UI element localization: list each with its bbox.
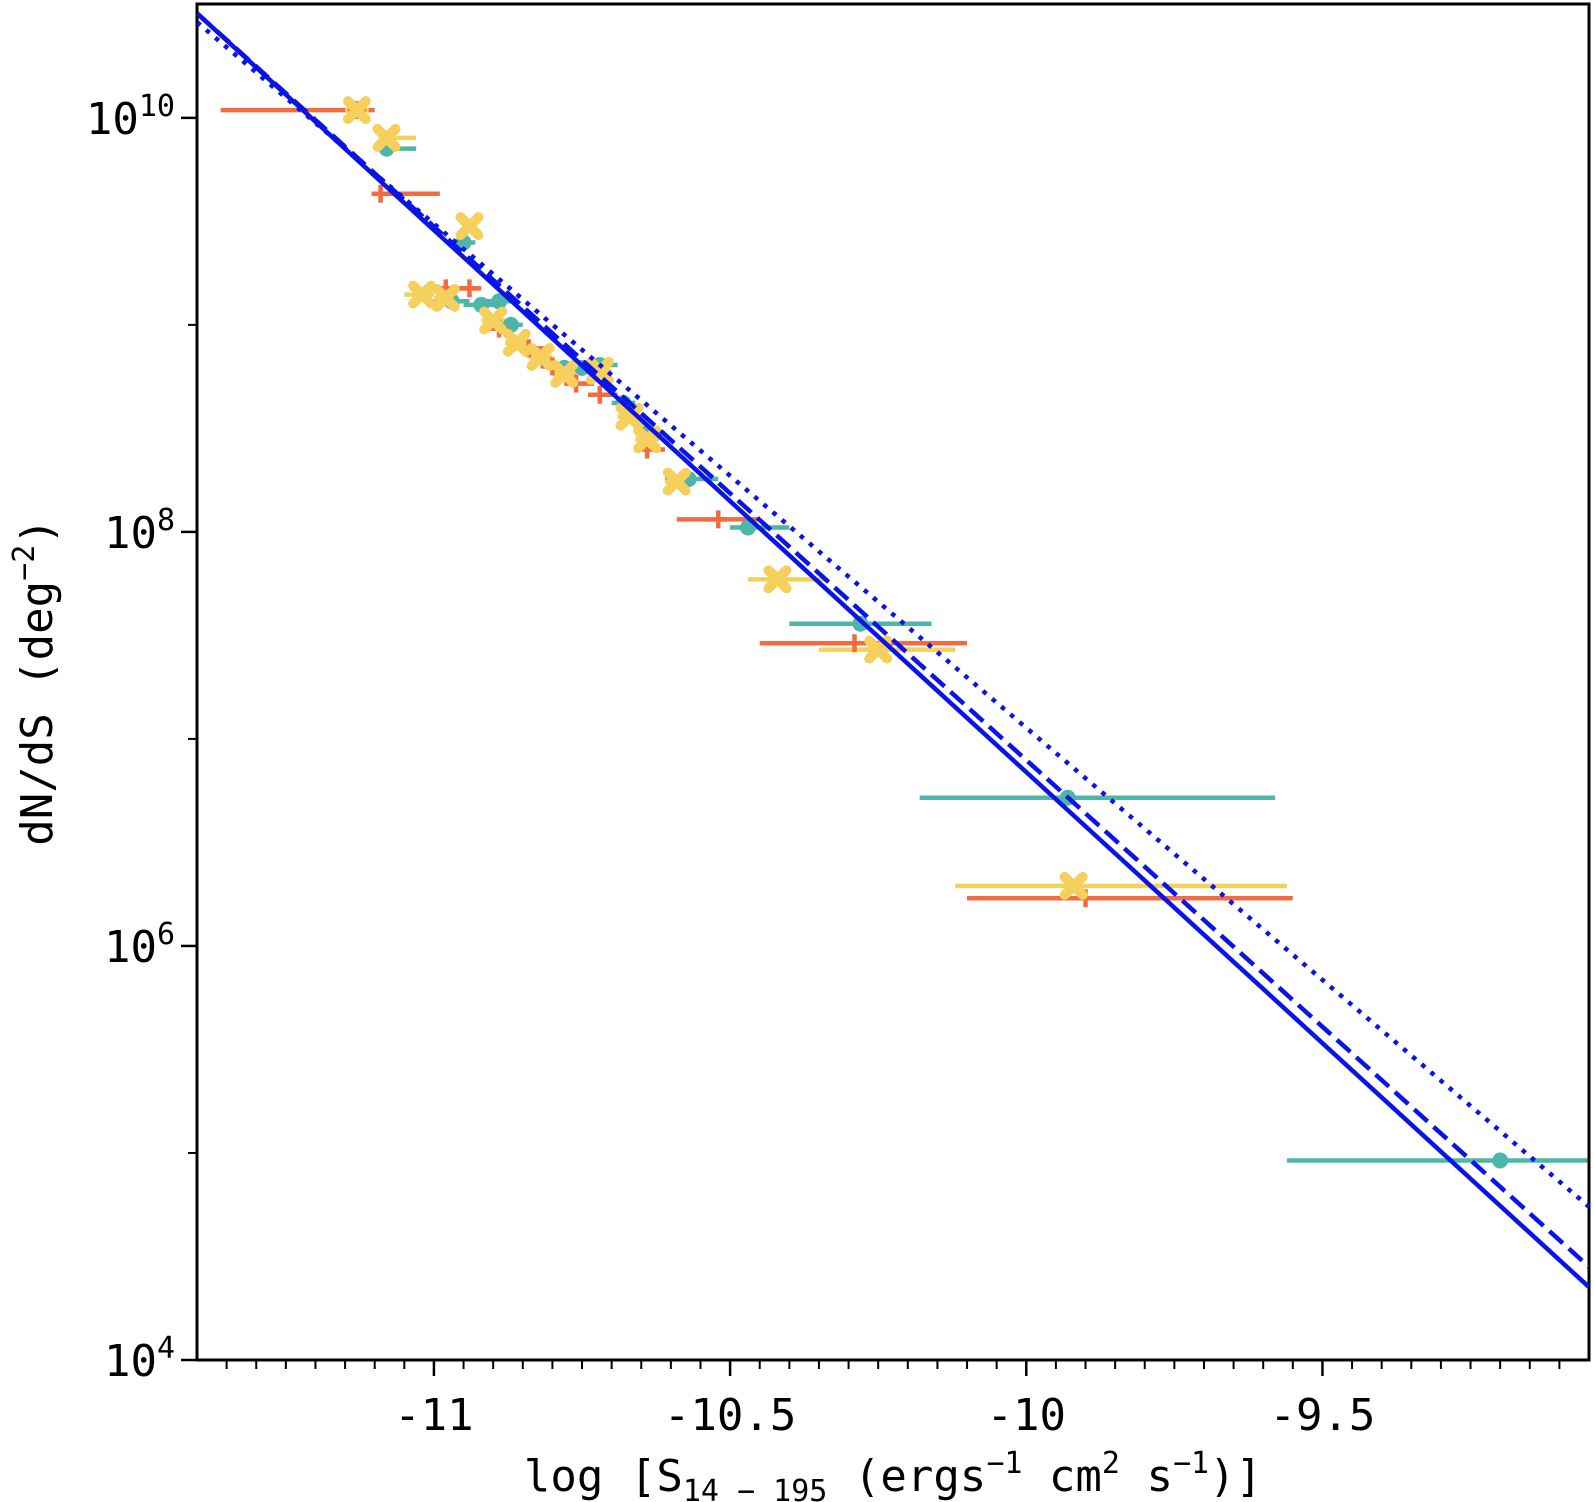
x-tick-label: -9.5 bbox=[1269, 1390, 1375, 1441]
data-point-s1-p10 bbox=[709, 510, 728, 529]
data-point-s2-p5 bbox=[479, 306, 508, 335]
y-tick-label-base: 10 bbox=[86, 94, 139, 145]
data-point-s2-p7 bbox=[526, 342, 555, 371]
y-tick-label-base: 10 bbox=[104, 1336, 157, 1387]
data-point-s2-p8 bbox=[550, 359, 579, 388]
data-point-s2-p3 bbox=[408, 280, 437, 309]
data-point-s0-p15 bbox=[1492, 1152, 1509, 1169]
data-point-s2-p13 bbox=[763, 565, 792, 594]
y-tick-label-exp: 10 bbox=[139, 89, 175, 124]
y-tick-label-exp: 4 bbox=[157, 1331, 175, 1366]
x-tick-label: -10.5 bbox=[664, 1390, 796, 1441]
fit-line-solid bbox=[197, 11, 1589, 1289]
y-tick-label-exp: 8 bbox=[157, 503, 175, 538]
fit-line-dotted bbox=[197, 20, 1589, 1209]
data-series bbox=[220, 96, 1589, 1169]
data-point-s2-p1 bbox=[372, 123, 401, 152]
data-point-s2-p10 bbox=[615, 402, 644, 431]
x-tick-label: -10 bbox=[987, 1390, 1066, 1441]
y-axis-label: dN/dS (deg−2) bbox=[7, 518, 63, 846]
x-axis-label: log [S14 − 195 (ergs−1 cm2 s−1)] bbox=[524, 1446, 1262, 1502]
y-tick-label: 1010 bbox=[86, 89, 175, 145]
data-point-s1-p11 bbox=[845, 634, 864, 653]
data-point-s1-p8 bbox=[590, 385, 609, 404]
data-point-s2-p0 bbox=[342, 96, 371, 125]
data-point-s2-p2 bbox=[455, 212, 484, 241]
data-point-s2-p15 bbox=[1059, 871, 1088, 900]
y-tick-label: 106 bbox=[104, 917, 175, 973]
y-tick-label-base: 10 bbox=[104, 508, 157, 559]
fit-line-dashed bbox=[197, 11, 1589, 1269]
fit-lines bbox=[197, 11, 1589, 1289]
data-point-s2-p12 bbox=[662, 467, 691, 496]
data-point-s2-p6 bbox=[502, 328, 531, 357]
data-point-s1-p1 bbox=[371, 184, 390, 203]
x-tick-label: -11 bbox=[394, 1390, 473, 1441]
data-point-s1-p3 bbox=[460, 279, 479, 298]
data-point-s0-p4 bbox=[491, 293, 508, 310]
y-tick-label: 104 bbox=[104, 1331, 175, 1387]
plot-frame bbox=[195, 2, 1591, 1362]
y-tick-label-base: 10 bbox=[104, 922, 157, 973]
y-tick-label-exp: 6 bbox=[157, 917, 175, 952]
y-tick-label: 108 bbox=[104, 503, 175, 559]
data-point-s2-p4 bbox=[431, 283, 460, 312]
